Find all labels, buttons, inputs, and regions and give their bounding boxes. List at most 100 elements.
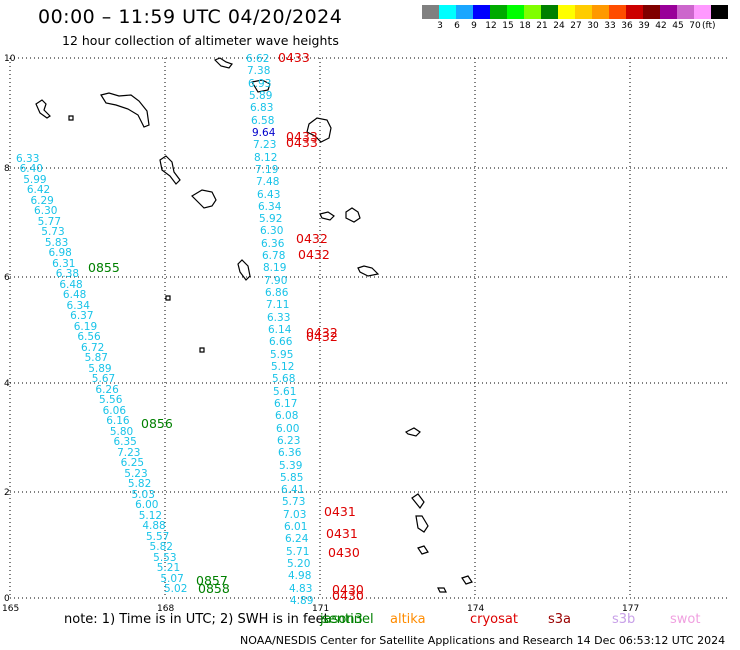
pass-time-label: 0432 <box>298 247 330 262</box>
wave-height-color-scale: 3 6 9 12 15 18 21 24 27 30 33 36 39 42 45 70 (ft) <box>422 5 728 35</box>
x-tick-label: 165 <box>2 604 19 614</box>
wave-height-value: 5.73 <box>282 496 306 509</box>
footer-note: note: 1) Time is in UTC; 2) SWH is in fe… <box>64 612 329 627</box>
island-shape <box>213 57 233 69</box>
scale-swatch <box>592 5 609 19</box>
wave-height-value: 6.36 <box>261 237 285 250</box>
pass-time-label: 0856 <box>141 416 173 431</box>
wave-height-value: 6.48 <box>59 278 83 291</box>
scale-swatch <box>490 5 507 19</box>
wave-height-value: 6.26 <box>95 383 119 396</box>
pass-time-label: 0430 <box>332 582 364 597</box>
wave-height-value: 6.62 <box>246 53 270 65</box>
wave-height-value: 5.61 <box>273 385 297 398</box>
scale-swatch <box>677 5 694 19</box>
wave-height-value: 9.64 <box>252 126 276 139</box>
island-shape <box>251 79 271 93</box>
wave-height-value: 6.37 <box>70 310 94 323</box>
map-gridlines <box>9 57 730 599</box>
wave-height-value: 7.38 <box>247 65 271 78</box>
wave-height-value: 6.29 <box>30 194 54 207</box>
scale-label: 33 <box>604 21 616 31</box>
wave-height-value: 5.83 <box>44 236 69 249</box>
x-tick-label: 168 <box>157 604 174 614</box>
scale-label: 27 <box>570 21 582 31</box>
wave-height-value: 6.00 <box>276 422 300 435</box>
wave-height-value: 6.06 <box>102 404 127 417</box>
wave-height-value: 6.31 <box>52 257 76 270</box>
island-outlines <box>35 57 473 593</box>
pass-time-label: 0858 <box>198 581 230 596</box>
scale-label: 6 <box>454 21 460 31</box>
scale-label: 18 <box>519 21 531 31</box>
wave-height-value: 7.23 <box>253 139 277 152</box>
wave-height-value: 6.78 <box>262 250 286 263</box>
wave-height-value: 6.43 <box>257 188 281 201</box>
wave-height-value: 5.02 <box>164 583 188 595</box>
island-shape <box>199 347 205 353</box>
island-shape <box>165 295 171 301</box>
scale-swatch <box>575 5 592 19</box>
wave-height-value: 7.48 <box>256 176 280 189</box>
wave-height-value: 4.83 <box>289 582 313 595</box>
wave-height-value: 6.33 <box>267 311 291 324</box>
scale-label: 12 <box>485 21 497 31</box>
pass-time-label: 0857 <box>196 573 228 588</box>
wave-height-value: 6.33 <box>16 153 40 165</box>
y-tick-label: 6 <box>4 273 10 283</box>
island-shape <box>411 493 425 510</box>
wave-height-value: 6.34 <box>66 299 90 312</box>
scale-label: 3 <box>437 21 443 31</box>
scale-swatch <box>422 5 439 19</box>
mission-label: s3a <box>548 612 572 627</box>
wave-height-value: 5.12 <box>271 360 295 373</box>
mission-label: swot <box>670 612 701 627</box>
island-shape <box>237 259 251 281</box>
wave-height-value: 6.35 <box>113 436 137 449</box>
scale-swatch <box>626 5 643 19</box>
wave-height-value: 5.71 <box>286 545 310 558</box>
wave-height-value: 5.82 <box>127 478 152 491</box>
wave-height-value: 6.86 <box>265 287 289 300</box>
pass-time-label: 0855 <box>88 260 120 275</box>
scale-swatch <box>524 5 541 19</box>
wave-height-value: 6.83 <box>250 102 274 115</box>
x-tick-label: 171 <box>312 604 329 614</box>
scale-swatch <box>660 5 677 19</box>
island-shape <box>159 155 181 185</box>
scale-swatch <box>507 5 524 19</box>
wave-height-value: 5.89 <box>88 362 112 375</box>
wave-height-value: 5.73 <box>41 226 65 239</box>
island-shape <box>68 115 74 121</box>
wave-height-value: 6.42 <box>26 184 51 197</box>
wave-height-value: 5.87 <box>84 352 108 365</box>
wave-height-value: 5.07 <box>160 572 184 585</box>
wave-height-value: 6.36 <box>278 447 302 460</box>
credit-line: NOAA/NESDIS Center for Satellite Applica… <box>240 634 726 647</box>
scale-swatch <box>439 5 456 19</box>
scale-label: 42 <box>655 21 667 31</box>
wave-height-value: 5.53 <box>153 551 177 564</box>
wave-height-value: 6.30 <box>34 205 58 218</box>
x-tick-label: 174 <box>467 604 484 614</box>
y-tick-label: 10 <box>4 54 16 64</box>
wave-height-value: 5.20 <box>287 558 311 571</box>
y-tick-label: 4 <box>4 379 10 389</box>
wave-height-value: 6.17 <box>274 397 298 410</box>
scale-swatch <box>541 5 558 19</box>
wave-height-value: 5.89 <box>249 89 273 102</box>
mission-label: cryosat <box>470 612 518 627</box>
wave-height-value: 5.57 <box>145 530 170 543</box>
page-subtitle: 12 hour collection of altimeter wave hei… <box>62 33 339 48</box>
wave-height-value: 5.68 <box>272 373 296 386</box>
island-shape <box>417 545 429 555</box>
scale-label: 21 <box>536 21 548 31</box>
wave-height-value: 6.98 <box>48 247 72 260</box>
mission-label: s3b <box>612 612 636 627</box>
wave-height-value: 5.23 <box>124 467 148 480</box>
wave-height-value: 4.88 <box>142 520 166 533</box>
wave-height-value: 5.39 <box>279 459 303 472</box>
wave-height-value: 8.19 <box>263 262 287 275</box>
wave-height-value: 6.58 <box>251 114 275 127</box>
